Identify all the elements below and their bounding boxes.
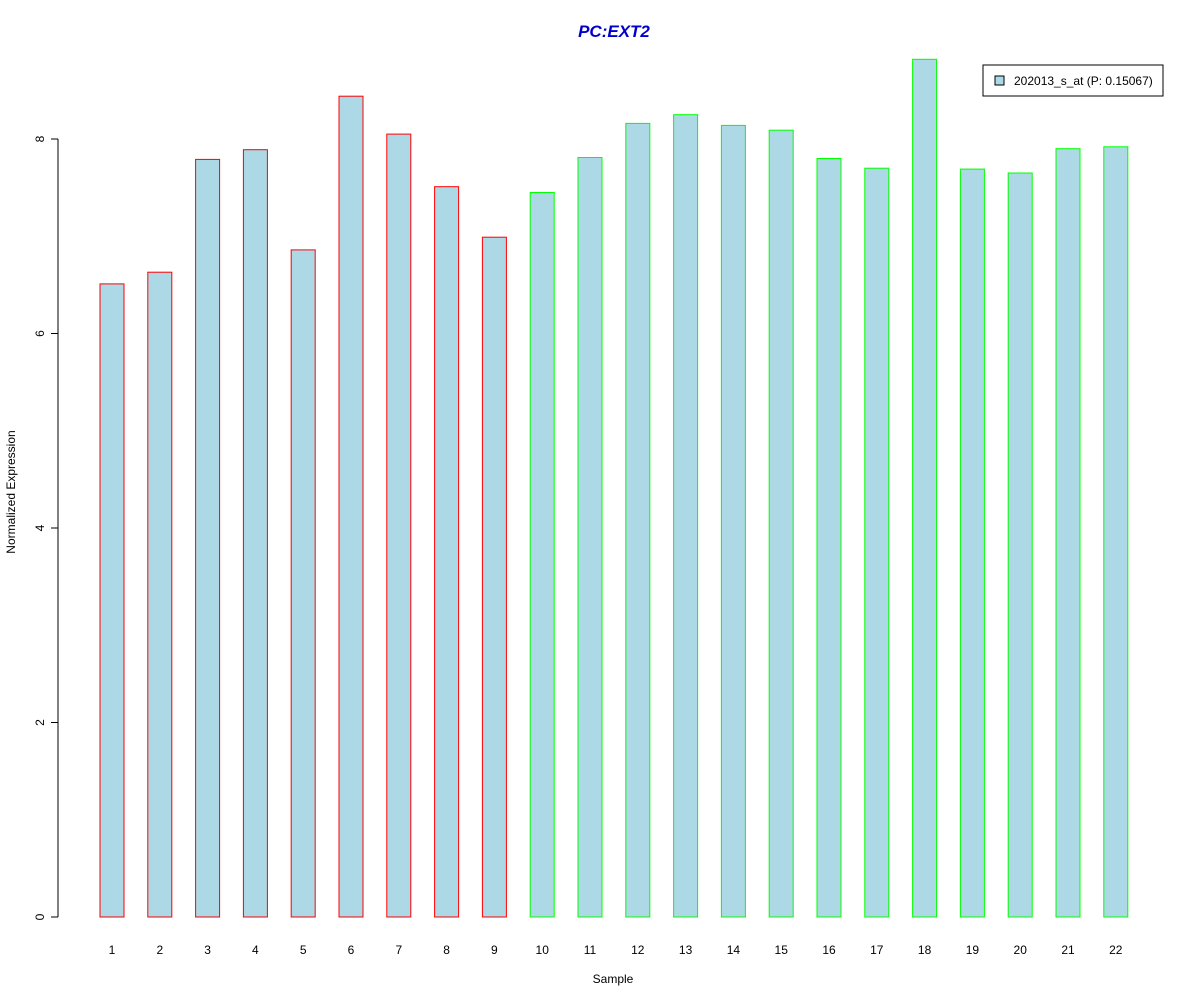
bar-sample-19 <box>959 168 985 918</box>
x-tick-label: 2 <box>156 943 163 957</box>
bar-sample-14 <box>720 124 746 918</box>
bar-sample-21 <box>1055 148 1081 918</box>
x-tick-label: 15 <box>775 943 789 957</box>
bar-sample-7 <box>386 133 412 918</box>
legend-label: 202013_s_at (P: 0.15067) <box>1014 74 1153 88</box>
y-tick-label: 4 <box>33 524 47 531</box>
x-tick-label: 20 <box>1014 943 1028 957</box>
x-tick-label: 22 <box>1109 943 1123 957</box>
bar-sample-18 <box>912 58 938 918</box>
x-tick-labels: 1 2 3 4 5 6 7 8 9 10 11 12 13 14 15 16 17 18 19 20 21 22 <box>109 943 1123 957</box>
bar-sample-15 <box>768 129 794 918</box>
x-tick-label: 4 <box>252 943 259 957</box>
bar-sample-10 <box>529 192 555 918</box>
x-axis-title: Sample <box>593 972 634 986</box>
x-tick-label: 5 <box>300 943 307 957</box>
legend-box <box>982 64 1164 97</box>
y-axis-title: Normalized Expression <box>4 430 18 553</box>
bar-sample-6 <box>338 95 364 918</box>
bar-sample-1 <box>99 283 125 918</box>
bar-sample-13 <box>673 114 699 918</box>
x-tick-label: 7 <box>395 943 402 957</box>
y-tick-label: 0 <box>33 913 47 920</box>
bar-sample-20 <box>1007 172 1033 918</box>
bar-sample-17 <box>864 167 890 918</box>
x-tick-label: 6 <box>348 943 355 957</box>
bar-sample-3 <box>195 158 221 918</box>
y-tick-label: 8 <box>33 135 47 142</box>
x-tick-label: 11 <box>584 943 597 957</box>
bar-sample-8 <box>434 186 460 918</box>
bar-sample-2 <box>147 271 173 918</box>
bar-sample-4 <box>242 149 268 918</box>
x-tick-label: 14 <box>727 943 741 957</box>
chart-title: PC:EXT2 <box>578 22 650 41</box>
x-tick-label: 3 <box>204 943 211 957</box>
bar-sample-5 <box>290 249 316 918</box>
x-tick-label: 10 <box>536 943 550 957</box>
bar-sample-11 <box>577 157 603 918</box>
bars-group <box>99 58 1129 918</box>
bar-sample-16 <box>816 158 842 918</box>
legend: 202013_s_at (P: 0.15067) <box>982 64 1164 97</box>
bar-sample-22 <box>1103 146 1129 918</box>
x-tick-label: 16 <box>822 943 836 957</box>
y-tick-label: 6 <box>33 330 47 337</box>
x-tick-label: 13 <box>679 943 693 957</box>
x-tick-label: 12 <box>631 943 645 957</box>
legend-swatch <box>994 75 1005 86</box>
x-tick-label: 9 <box>491 943 498 957</box>
bar-sample-9 <box>481 236 507 918</box>
x-tick-label: 18 <box>918 943 932 957</box>
y-tick-label: 2 <box>33 719 47 726</box>
x-tick-label: 19 <box>966 943 980 957</box>
x-tick-label: 8 <box>443 943 450 957</box>
x-tick-label: 1 <box>109 943 116 957</box>
bar-sample-12 <box>625 122 651 918</box>
x-tick-label: 21 <box>1061 943 1075 957</box>
x-tick-label: 17 <box>870 943 884 957</box>
y-axis: 0 2 4 6 8 <box>33 135 59 920</box>
